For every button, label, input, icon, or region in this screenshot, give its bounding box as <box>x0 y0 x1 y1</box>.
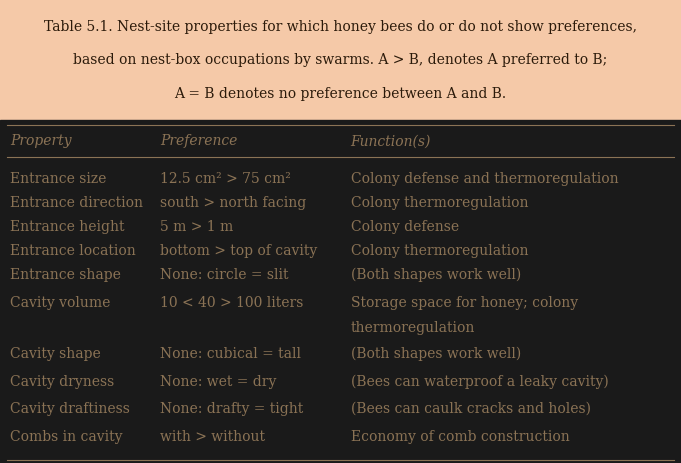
Text: Cavity volume: Cavity volume <box>10 295 110 309</box>
Text: Entrance size: Entrance size <box>10 172 107 186</box>
Text: None: wet = dry: None: wet = dry <box>160 374 276 388</box>
Text: south > north facing: south > north facing <box>160 196 306 210</box>
Text: Colony defense and thermoregulation: Colony defense and thermoregulation <box>351 172 618 186</box>
Text: Entrance location: Entrance location <box>10 244 136 257</box>
Text: Table 5.1. Nest-site properties for which honey bees do or do not show preferenc: Table 5.1. Nest-site properties for whic… <box>44 19 637 33</box>
Text: 10 < 40 > 100 liters: 10 < 40 > 100 liters <box>160 295 304 309</box>
Text: Combs in cavity: Combs in cavity <box>10 429 123 443</box>
Text: thermoregulation: thermoregulation <box>351 321 475 335</box>
FancyBboxPatch shape <box>0 0 681 120</box>
Text: Function(s): Function(s) <box>351 134 431 148</box>
Text: (Bees can caulk cracks and holes): (Bees can caulk cracks and holes) <box>351 401 590 415</box>
Text: Colony thermoregulation: Colony thermoregulation <box>351 244 528 257</box>
Text: None: circle = slit: None: circle = slit <box>160 268 289 282</box>
Text: Entrance height: Entrance height <box>10 219 125 233</box>
Text: Colony thermoregulation: Colony thermoregulation <box>351 196 528 210</box>
Text: Economy of comb construction: Economy of comb construction <box>351 429 569 443</box>
Text: None: cubical = tall: None: cubical = tall <box>160 346 301 360</box>
Text: Property: Property <box>10 134 72 148</box>
Text: Cavity dryness: Cavity dryness <box>10 374 114 388</box>
Text: A = B denotes no preference between A and B.: A = B denotes no preference between A an… <box>174 87 507 101</box>
Text: 5 m > 1 m: 5 m > 1 m <box>160 219 234 233</box>
Text: Cavity draftiness: Cavity draftiness <box>10 401 130 415</box>
Text: (Both shapes work well): (Both shapes work well) <box>351 267 521 282</box>
Text: bottom > top of cavity: bottom > top of cavity <box>160 244 317 257</box>
Text: (Bees can waterproof a leaky cavity): (Bees can waterproof a leaky cavity) <box>351 374 608 388</box>
Text: Cavity shape: Cavity shape <box>10 346 101 360</box>
Text: based on nest-box occupations by swarms. A > B, denotes A preferred to B;: based on nest-box occupations by swarms.… <box>74 53 607 67</box>
Text: with > without: with > without <box>160 429 265 443</box>
Text: Colony defense: Colony defense <box>351 219 459 233</box>
Text: Storage space for honey; colony: Storage space for honey; colony <box>351 295 578 309</box>
Text: Entrance shape: Entrance shape <box>10 268 121 282</box>
Text: 12.5 cm² > 75 cm²: 12.5 cm² > 75 cm² <box>160 172 291 186</box>
Text: Preference: Preference <box>160 134 238 148</box>
Text: (Both shapes work well): (Both shapes work well) <box>351 346 521 361</box>
Text: None: drafty = tight: None: drafty = tight <box>160 401 303 415</box>
FancyBboxPatch shape <box>0 120 681 463</box>
Text: Entrance direction: Entrance direction <box>10 196 143 210</box>
